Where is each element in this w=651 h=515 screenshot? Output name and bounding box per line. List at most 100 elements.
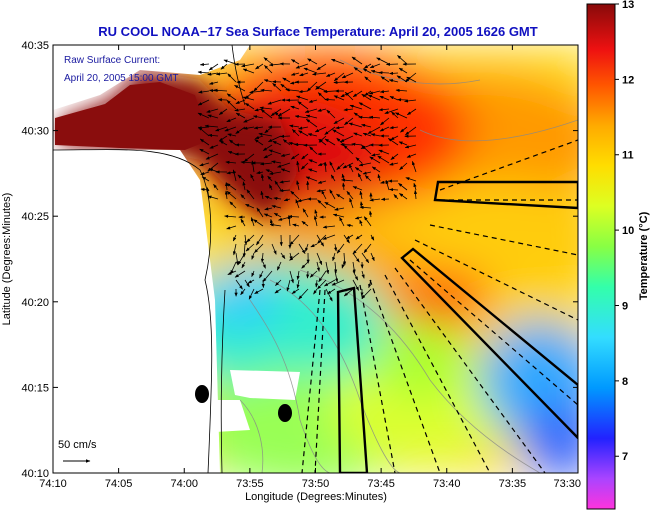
current-vector [301, 220, 309, 227]
current-vector [235, 99, 246, 104]
current-vector [364, 76, 372, 83]
y-tick-label: 40:15 [21, 382, 49, 394]
current-vector [322, 234, 336, 240]
current-vector [290, 105, 300, 110]
current-vector [268, 135, 282, 143]
colorbar [586, 3, 616, 510]
current-vector [295, 63, 309, 69]
current-vector [265, 169, 273, 173]
current-vector [289, 270, 294, 284]
current-vector [398, 141, 408, 146]
colorbar-tick-label: 11 [622, 150, 634, 162]
current-vector [199, 162, 210, 167]
current-vector [332, 213, 345, 218]
current-vector [406, 153, 417, 158]
current-vector [333, 72, 345, 82]
x-tick-label: 73:45 [367, 478, 395, 490]
current-vector [290, 153, 300, 160]
current-vector [351, 142, 363, 146]
current-vector [248, 288, 255, 300]
current-vector [229, 201, 237, 209]
current-vector [226, 182, 237, 191]
scale-label: 50 cm/s [58, 439, 97, 451]
current-vector [305, 176, 318, 182]
current-vector [242, 181, 246, 191]
current-vector [400, 126, 408, 133]
current-vector [241, 261, 246, 269]
x-axis: 74:10 74:05 74:00 73:55 73:50 73:45 73:40 73:35… [39, 45, 581, 490]
current-vector [275, 279, 282, 286]
current-vector [349, 197, 354, 209]
current-vector [296, 160, 300, 173]
current-vector [204, 124, 219, 128]
current-vector [282, 77, 291, 83]
colorbar-tick-label: 10 [622, 225, 634, 237]
current-vector [264, 65, 273, 74]
current-vector [299, 72, 309, 77]
current-vector [352, 252, 360, 263]
current-vector [224, 190, 229, 200]
current-vector [344, 117, 354, 126]
current-vector [260, 190, 264, 200]
y-axis-label: Latitude (Degrees:Minutes) [1, 193, 13, 326]
current-vector [324, 98, 336, 102]
current-vector [298, 89, 309, 94]
current-vector [369, 156, 381, 164]
current-vector [197, 99, 210, 106]
current-vector [310, 243, 318, 248]
current-vector [398, 182, 408, 191]
current-vector [260, 173, 265, 182]
current-vector [389, 71, 399, 75]
current-vector [308, 99, 318, 103]
current-vector [226, 117, 237, 123]
current-vector [274, 288, 282, 294]
current-vector [303, 67, 318, 74]
current-vector [298, 130, 309, 137]
current-vector [390, 153, 399, 160]
current-vector [352, 261, 356, 274]
current-vector [274, 180, 282, 191]
current-vector [342, 182, 346, 191]
current-vector [280, 168, 291, 173]
current-vector [263, 153, 273, 159]
current-vector [332, 129, 345, 137]
current-vector [301, 261, 309, 269]
current-vector [352, 270, 359, 281]
current-vector [343, 108, 354, 112]
current-vector [359, 219, 363, 227]
current-vector [295, 199, 300, 209]
current-vector [260, 162, 273, 166]
current-vector [271, 205, 282, 209]
current-vector [272, 140, 282, 146]
current-vector [285, 88, 300, 92]
current-vector [404, 72, 417, 83]
current-vector [352, 186, 363, 191]
sampling-wedges [336, 180, 578, 473]
current-vector [377, 173, 381, 182]
current-vector [324, 201, 336, 209]
y-tick-label: 40:35 [21, 40, 49, 52]
current-vector [298, 243, 306, 254]
current-vector [247, 279, 255, 284]
current-vector [245, 243, 255, 252]
current-vector [256, 234, 264, 246]
current-vector [220, 63, 228, 70]
current-vector [369, 63, 381, 69]
current-vector [197, 112, 210, 119]
current-vector [316, 63, 327, 71]
current-vector [324, 126, 336, 135]
current-vector [351, 56, 363, 65]
current-vector [291, 59, 300, 65]
current-vector [237, 252, 246, 266]
current-vector [264, 195, 273, 200]
current-vector [298, 288, 309, 300]
current-vector [258, 132, 273, 137]
current-vector [389, 162, 399, 166]
current-vector [280, 252, 286, 260]
current-vector [354, 167, 363, 173]
current-vector [355, 234, 363, 240]
current-vector [280, 153, 291, 157]
current-vector [291, 288, 300, 294]
current-vector [215, 126, 228, 132]
